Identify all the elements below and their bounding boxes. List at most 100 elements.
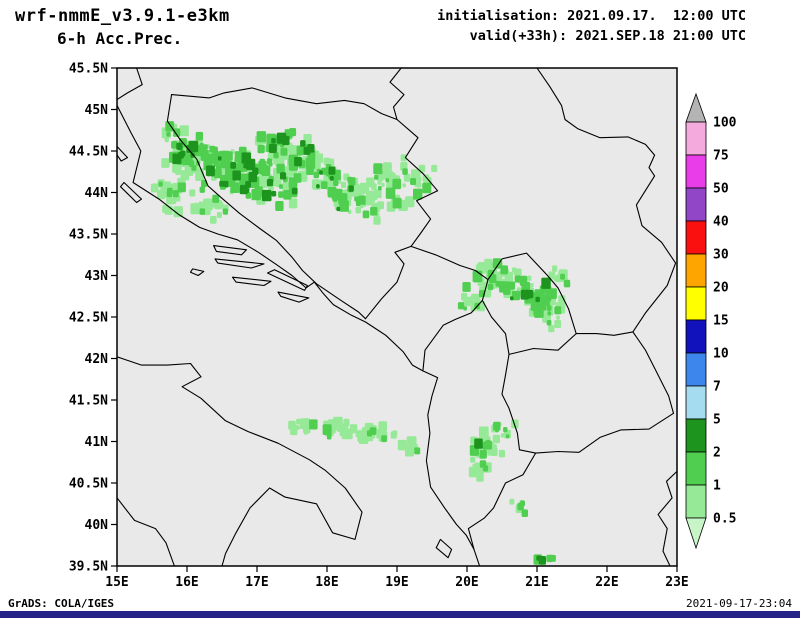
precip-cell (479, 449, 487, 459)
precip-cell (498, 449, 506, 458)
precip-cell (355, 207, 361, 214)
precip-cell (366, 430, 373, 437)
y-tick-label: 43.5N (69, 228, 108, 243)
precip-cell (213, 160, 220, 167)
colorbar-label: 40 (713, 215, 729, 230)
precip-cell (223, 180, 229, 188)
precip-cell (169, 196, 177, 205)
boundary-albania-greece (467, 452, 537, 550)
x-tick-label: 21E (525, 575, 548, 590)
precip-cell (187, 169, 194, 176)
precip-cell (554, 319, 562, 328)
colorbar-swatch (685, 352, 707, 387)
precip-cell (268, 161, 273, 167)
precip-cell (533, 302, 543, 314)
run-info-block: initialisation: 2021.09.17. 12:00 UTC va… (437, 6, 746, 46)
boundary-hvar-island (214, 258, 265, 269)
precip-cell (479, 426, 489, 438)
precip-cell (529, 283, 534, 288)
precip-cell (222, 208, 228, 215)
precip-cell (199, 186, 205, 193)
precip-cell (490, 448, 498, 456)
precip-cell (276, 163, 285, 174)
colorbar-swatch (685, 220, 707, 255)
y-tick-label: 45.5N (69, 62, 108, 77)
colorbar-swatch (685, 418, 707, 453)
precip-cell (173, 206, 183, 218)
colorbar-label: 75 (713, 149, 729, 164)
precip-cell (215, 167, 222, 175)
precip-cell (552, 265, 558, 272)
precip-cell (289, 148, 295, 155)
precip-cell (219, 180, 225, 187)
bottom-bar (0, 611, 800, 618)
precip-cell (520, 500, 525, 507)
precip-cell (405, 446, 414, 457)
precip-cell (173, 128, 181, 137)
precip-cell (232, 170, 241, 181)
precip-cell (177, 182, 186, 193)
colorbar-top-arrow (685, 92, 707, 123)
precip-cell (410, 178, 416, 185)
precip-cell (392, 178, 402, 190)
precip-cell (271, 138, 276, 144)
colorbar-label: 100 (713, 116, 737, 131)
y-tick-label: 44.5N (69, 145, 108, 160)
precip-cell (512, 267, 517, 273)
precip-cell (546, 305, 552, 311)
precip-cell (165, 121, 175, 132)
precip-cell (256, 131, 267, 143)
precip-cell (462, 282, 471, 292)
grads-credit: GrADS: COLA/IGES (8, 597, 114, 610)
precip-cell (377, 180, 382, 185)
precip-cell (158, 181, 163, 187)
precip-cell (245, 181, 251, 188)
boundary-italy-adriatic-coast (117, 356, 363, 566)
precip-cell (362, 210, 370, 219)
precip-cell (373, 163, 383, 175)
colorbar-label: 0.5 (713, 512, 736, 527)
precip-cell (166, 131, 171, 137)
colorbar-bottom-arrow (685, 517, 707, 550)
precip-cell (413, 188, 423, 200)
precip-cell (171, 141, 178, 149)
precip-cell (326, 434, 332, 440)
precip-cell (271, 190, 277, 197)
colorbar-label: 10 (713, 347, 729, 362)
precip-cell (422, 182, 432, 194)
boundary-montenegro-serbia (410, 245, 489, 281)
precip-cell (280, 147, 288, 156)
precip-cell (282, 182, 291, 192)
precip-cell (276, 132, 287, 144)
precip-cell (268, 143, 277, 153)
y-tick-label: 40.5N (69, 477, 108, 492)
y-tick-label: 41N (85, 435, 109, 450)
precip-cell (476, 472, 484, 482)
y-tick-label: 45N (85, 103, 109, 118)
precip-cell (397, 439, 407, 451)
precip-cell (201, 180, 208, 188)
colorbar-swatch (685, 253, 707, 288)
precip-cell (487, 269, 495, 278)
precip-cell (487, 283, 494, 291)
precip-cell (374, 189, 382, 199)
precip-cell (210, 215, 217, 224)
precip-cell (306, 166, 314, 175)
boundary-macedonia-bulgaria (632, 331, 675, 414)
colorbar-label: 50 (713, 182, 729, 197)
precip-cell (477, 264, 483, 271)
precip-cell (431, 164, 438, 172)
colorbar-swatch (685, 484, 707, 519)
precip-cell (505, 434, 510, 439)
precip-cell (200, 152, 208, 161)
precip-cell (463, 306, 467, 311)
precip-cell (354, 196, 359, 202)
precip-cell (514, 275, 521, 283)
precip-cell (385, 187, 396, 199)
x-tick-label: 19E (385, 575, 408, 590)
precip-cell (547, 311, 552, 316)
x-tick-label: 22E (595, 575, 618, 590)
boundary-brac-island (213, 245, 248, 256)
precip-cell (205, 165, 215, 177)
